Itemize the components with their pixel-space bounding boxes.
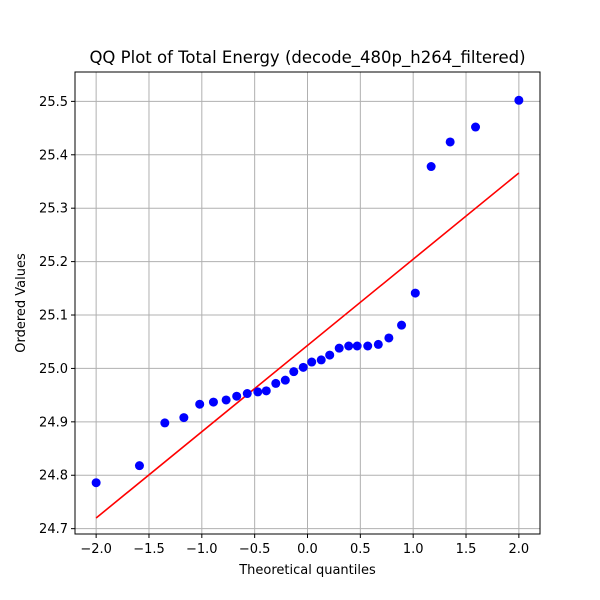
data-point <box>384 333 394 343</box>
data-point <box>471 122 481 132</box>
data-point <box>445 137 455 147</box>
y-axis-ticks: 24.7 24.8 24.9 25.0 25.1 25.2 25.3 25.4 25.5 <box>39 95 75 537</box>
chart-title: QQ Plot of Total Energy (decode_480p_h26… <box>89 48 525 68</box>
data-point <box>325 350 335 360</box>
y-tick-label: 24.9 <box>39 415 68 430</box>
data-point <box>208 397 218 407</box>
data-point <box>344 341 354 351</box>
data-point <box>307 357 317 367</box>
data-point <box>373 339 383 349</box>
x-tick-label: −0.5 <box>239 542 271 557</box>
data-point <box>514 95 524 105</box>
x-tick-label: 1.0 <box>403 542 424 557</box>
y-tick-label: 24.7 <box>39 522 68 537</box>
data-point <box>160 418 170 428</box>
data-point <box>280 375 290 385</box>
fit-line-layer <box>95 172 520 519</box>
y-tick-label: 25.1 <box>39 309 68 324</box>
data-point <box>289 367 299 377</box>
data-point <box>253 387 263 397</box>
data-point <box>221 395 231 405</box>
data-point <box>271 378 281 388</box>
data-points-layer <box>91 95 524 488</box>
x-tick-label: 2.0 <box>509 542 530 557</box>
data-point <box>232 391 242 401</box>
data-point <box>261 386 271 396</box>
x-tick-label: −1.5 <box>133 542 165 557</box>
y-tick-label: 25.2 <box>39 255 68 270</box>
x-axis-ticks: −2.0 −1.5 −1.0 −0.5 0.0 0.5 1.0 1.5 2.0 <box>80 534 529 557</box>
y-tick-label: 25.4 <box>39 148 68 163</box>
x-tick-label: −1.0 <box>186 542 218 557</box>
y-tick-label: 25.0 <box>39 362 68 377</box>
y-tick-label: 25.3 <box>39 202 68 217</box>
data-point <box>334 343 344 353</box>
data-point <box>242 389 252 399</box>
data-point <box>397 320 407 330</box>
data-point <box>316 355 326 365</box>
y-tick-label: 24.8 <box>39 469 68 484</box>
y-axis-label: Ordered Values <box>14 253 29 353</box>
data-point <box>91 478 101 488</box>
data-point <box>426 162 436 172</box>
data-point <box>134 461 144 471</box>
x-tick-label: 0.0 <box>297 542 318 557</box>
data-point <box>410 288 420 298</box>
data-point <box>195 399 205 409</box>
x-tick-label: −2.0 <box>80 542 112 557</box>
data-point <box>298 362 308 372</box>
x-tick-label: 0.5 <box>350 542 371 557</box>
data-point <box>363 341 373 351</box>
y-tick-label: 25.5 <box>39 95 68 110</box>
data-point <box>179 413 189 423</box>
fit-line <box>95 172 520 519</box>
data-point <box>352 341 362 351</box>
x-tick-label: 1.5 <box>456 542 477 557</box>
x-axis-label: Theoretical quantiles <box>238 563 376 578</box>
